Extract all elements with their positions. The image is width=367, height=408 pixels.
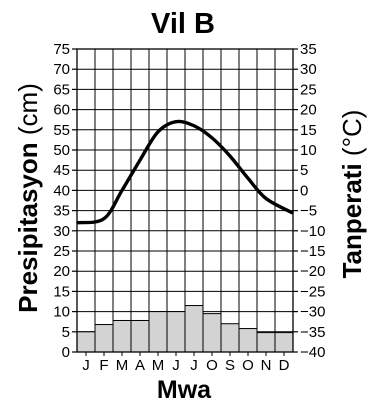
left-tick-label: 5 [62,324,70,341]
right-axis-ticks: 35 30 25 20 15 10 5 0 −5 −10 −15 −20 −25 −30 −35 −40 [293,41,325,361]
left-tick-label: 45 [53,162,70,179]
right-tick-label: −25 [300,283,325,300]
month-label: O [206,357,218,374]
left-tick-label: 75 [53,41,70,58]
precipitation-bar [112,319,132,353]
plot-frame [76,48,294,353]
month-label: S [225,357,235,374]
plot-border [76,48,294,353]
precipitation-bar [166,311,186,353]
right-tick-label: −40 [300,344,325,361]
left-tick-label: 25 [53,243,70,260]
right-tick-label: 30 [300,61,317,78]
right-tick-label: −15 [300,243,325,260]
month-label: M [152,357,165,374]
right-tick-label: 15 [300,122,317,139]
x-axis-title: Mwa [157,376,212,404]
month-label: A [135,357,145,374]
right-tick-label: −5 [300,203,317,220]
left-tick-label: 15 [53,283,70,300]
precipitation-bar [184,305,204,353]
right-tick-label: 25 [300,81,317,98]
left-axis-title-main: Presipitasyon [13,142,43,313]
month-label: J [82,357,90,374]
precipitation-bars [76,305,294,353]
right-tick-label: 35 [300,41,317,58]
right-tick-label: −30 [300,304,325,321]
temperature-line-group [76,119,294,225]
left-axis-title-unit: (cm) [13,83,43,135]
month-label: F [99,357,108,374]
left-tick-label: 40 [53,182,70,199]
right-tick-label: −20 [300,263,325,280]
precipitation-bar [148,311,168,353]
chart-title: Vil B [151,8,215,40]
precipitation-bar [220,323,240,353]
precipitation-bar [76,331,96,353]
right-tick-label: 20 [300,102,317,119]
right-axis-title-unit: (°C) [337,110,367,157]
precipitation-bar [274,332,294,353]
month-label: D [279,357,290,374]
right-tick-label: 0 [300,182,308,199]
left-tick-label: 65 [53,81,70,98]
precipitation-bar [202,313,222,353]
precipitation-bar [94,324,114,353]
left-tick-label: 60 [53,102,70,119]
right-tick-label: −35 [300,324,325,341]
left-tick-label: 10 [53,304,70,321]
left-axis-title: Presipitasyon (cm) [13,83,43,313]
right-axis-title: Tanperati (°C) [337,110,367,279]
left-tick-label: 50 [53,142,70,159]
month-label: M [116,357,129,374]
right-tick-label: 5 [300,162,308,179]
month-label: J [172,357,180,374]
month-label: J [190,357,198,374]
left-tick-label: 30 [53,223,70,240]
left-tick-label: 0 [62,344,70,361]
month-label: O [242,357,254,374]
left-tick-label: 20 [53,263,70,280]
right-tick-label: −10 [300,223,325,240]
precipitation-bar [256,332,276,353]
left-tick-label: 55 [53,122,70,139]
left-tick-label: 70 [53,61,70,78]
right-tick-label: 10 [300,142,317,159]
precipitation-bar [130,319,150,353]
left-tick-label: 35 [53,203,70,220]
temperature-line [76,119,294,225]
month-label: N [261,357,272,374]
right-axis-title-main: Tanperati [337,163,367,278]
precipitation-bar [238,328,258,353]
